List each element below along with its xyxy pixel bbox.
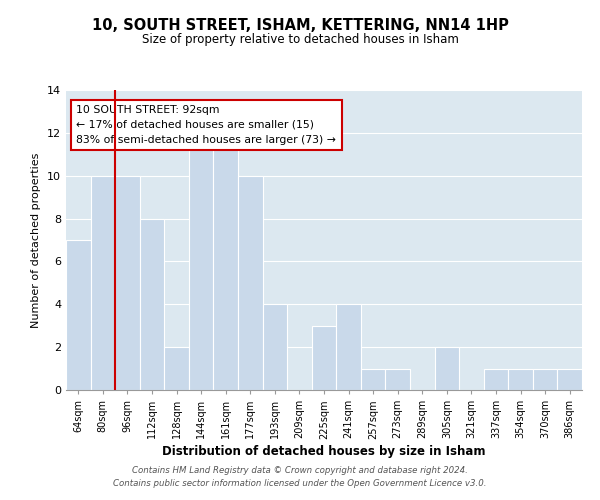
Bar (361, 368, 385, 390)
Bar (214, 133, 238, 390)
Text: 10 SOUTH STREET: 92sqm
← 17% of detached houses are smaller (15)
83% of semi-det: 10 SOUTH STREET: 92sqm ← 17% of detached… (76, 105, 336, 144)
Bar (164, 347, 189, 390)
Bar (66, 240, 91, 390)
Bar (189, 133, 214, 390)
Bar (91, 176, 115, 390)
Text: Size of property relative to detached houses in Isham: Size of property relative to detached ho… (142, 32, 458, 46)
Y-axis label: Number of detached properties: Number of detached properties (31, 152, 41, 328)
Bar (263, 304, 287, 390)
Bar (336, 304, 361, 390)
X-axis label: Distribution of detached houses by size in Isham: Distribution of detached houses by size … (162, 446, 486, 458)
Bar (385, 368, 410, 390)
Bar (434, 347, 459, 390)
Bar (140, 218, 164, 390)
Bar (484, 368, 508, 390)
Text: 10, SOUTH STREET, ISHAM, KETTERING, NN14 1HP: 10, SOUTH STREET, ISHAM, KETTERING, NN14… (92, 18, 508, 32)
Bar (533, 368, 557, 390)
Bar (312, 326, 336, 390)
Bar (238, 176, 263, 390)
Text: Contains HM Land Registry data © Crown copyright and database right 2024.
Contai: Contains HM Land Registry data © Crown c… (113, 466, 487, 487)
Bar (115, 176, 140, 390)
Bar (557, 368, 582, 390)
Bar (508, 368, 533, 390)
